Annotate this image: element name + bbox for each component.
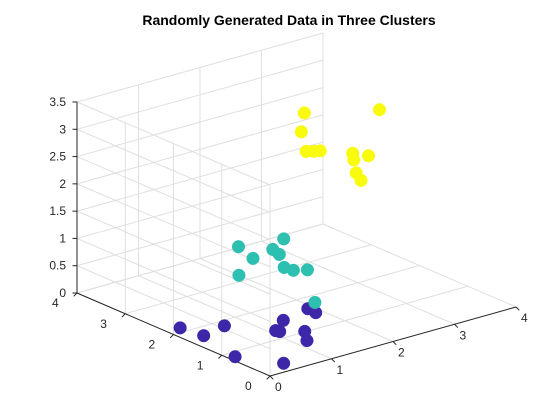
grid-line [76,156,271,241]
data-point [269,324,283,338]
grid-line [173,265,420,335]
data-point [277,232,291,246]
data-point [300,263,314,277]
z-tick-label: 2.5 [49,150,66,164]
data-point [299,144,313,158]
z-tick-label: 1 [59,231,66,245]
x-tick-label: 2 [398,346,405,360]
grid [76,32,517,377]
y-tick-mark [169,334,174,339]
grid-line [76,32,324,103]
data-point [173,321,187,335]
y-tick-label: 2 [149,338,156,352]
data-point [361,149,376,163]
x-tick-label: 3 [460,328,467,342]
data-point [354,173,368,187]
grid-line [76,141,324,212]
data-point [217,319,231,333]
x-tick-label: 1 [337,363,344,377]
data-point [277,356,291,370]
data-point [372,103,387,117]
grid-line [76,101,271,186]
data-point [308,295,322,310]
chart-title: Randomly Generated Data in Three Cluster… [142,12,436,28]
z-tick-label: 0.5 [49,259,66,273]
grid-line [76,114,324,185]
z-tick-label: 0 [59,286,66,300]
x-tick-label: 0 [275,380,282,394]
grid-line [125,244,372,315]
y-tick-label: 3 [100,317,107,331]
grid-line [76,59,324,130]
z-tick-label: 3 [59,122,66,136]
y-tick-mark [266,375,271,380]
data-point [294,125,308,139]
grid-line [76,87,324,158]
x-tick-mark [331,358,336,363]
x-tick-mark [515,306,520,311]
x-tick-mark [454,323,459,328]
data-point [313,144,327,158]
data-point [276,313,290,327]
data-point [297,106,311,120]
data-markers [173,103,387,370]
axes [72,101,520,380]
grid-line [221,285,468,356]
x-tick-mark [392,341,397,346]
grid-line [76,265,271,350]
data-point [197,329,211,343]
y-tick-label: 0 [245,379,252,393]
data-point [232,268,246,282]
grid-line [76,237,271,322]
y-tick-mark [218,354,223,359]
y-tick-mark [73,292,78,297]
grid-line [76,128,271,213]
y-tick-label: 1 [197,358,204,372]
z-tick-label: 3.5 [49,95,66,109]
data-point [272,247,286,261]
y-tick-label: 4 [52,296,59,310]
x-tick-mark [269,375,274,380]
data-point [300,333,314,348]
data-point [347,153,361,167]
z-tick-label: 1.5 [49,204,66,218]
data-point [228,350,242,364]
z-tick-label: 2 [59,177,66,191]
data-point [277,260,291,274]
data-point [246,251,260,265]
x-tick-label: 4 [521,311,528,325]
data-point [231,240,246,254]
y-tick-mark [121,313,126,318]
grid-line [76,168,324,239]
grid-line [76,196,324,267]
